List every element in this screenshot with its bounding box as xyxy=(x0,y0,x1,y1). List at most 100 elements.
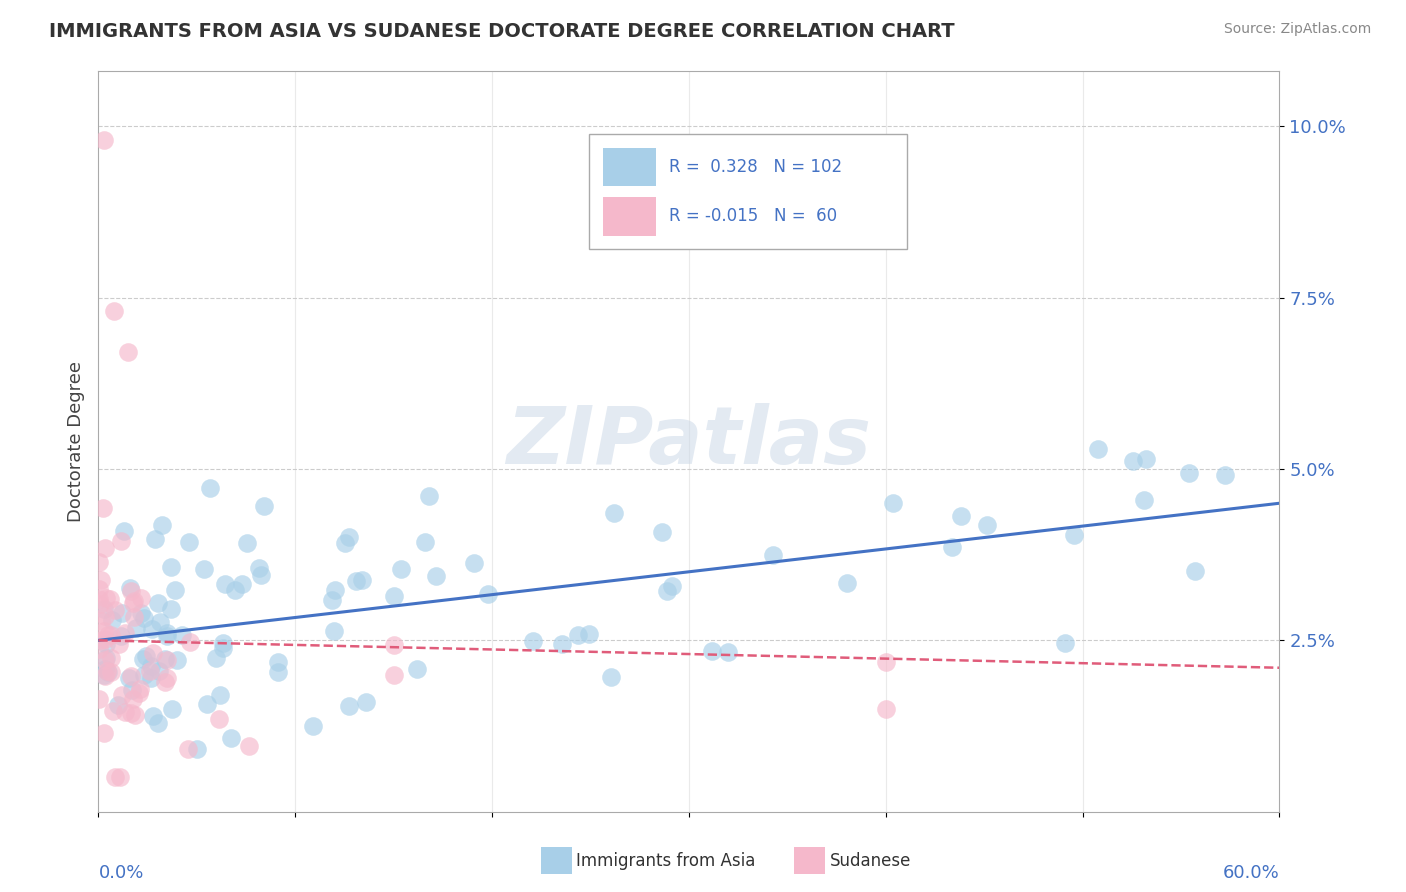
Point xyxy=(163,582,186,597)
Point xyxy=(141,671,163,685)
Point xyxy=(661,579,683,593)
Point xyxy=(762,548,785,562)
Point xyxy=(253,500,276,514)
Point xyxy=(89,582,111,596)
Text: 60.0%: 60.0% xyxy=(1223,863,1279,881)
Point xyxy=(120,668,142,682)
Text: R =  0.328   N = 102: R = 0.328 N = 102 xyxy=(669,158,842,176)
Point xyxy=(122,594,145,608)
Point xyxy=(186,742,208,756)
Point xyxy=(160,602,183,616)
Point xyxy=(166,652,188,666)
Point xyxy=(100,628,122,642)
Point xyxy=(112,524,135,539)
Point xyxy=(522,633,544,648)
Point xyxy=(93,725,115,739)
Point xyxy=(101,613,124,627)
Point xyxy=(120,582,142,596)
Point xyxy=(1213,467,1236,482)
Point xyxy=(142,709,165,723)
Point xyxy=(89,592,111,607)
Point xyxy=(702,644,724,658)
Point xyxy=(90,632,112,647)
Point xyxy=(96,651,118,665)
Point xyxy=(266,665,288,679)
Text: ZIPatlas: ZIPatlas xyxy=(506,402,872,481)
Point xyxy=(89,597,111,611)
Point xyxy=(143,533,166,547)
Point xyxy=(389,562,412,576)
Point xyxy=(93,669,115,683)
Point xyxy=(221,731,243,745)
Point xyxy=(1184,564,1206,578)
Point xyxy=(114,706,136,720)
Point xyxy=(156,626,179,640)
Point xyxy=(139,659,162,673)
Text: 0.0%: 0.0% xyxy=(98,863,143,881)
Point xyxy=(93,632,115,646)
Point xyxy=(567,628,589,642)
Point xyxy=(382,590,405,604)
Point xyxy=(104,771,127,785)
Point xyxy=(142,646,165,660)
Point xyxy=(1053,635,1076,649)
Point xyxy=(90,614,112,628)
Point xyxy=(94,653,117,667)
Point xyxy=(94,662,117,676)
Point xyxy=(149,615,172,629)
Point xyxy=(121,596,143,610)
Point xyxy=(477,587,499,601)
Point xyxy=(108,637,131,651)
Point xyxy=(98,592,121,607)
Point xyxy=(148,665,170,679)
Point xyxy=(212,636,235,650)
Point xyxy=(129,606,152,620)
Point xyxy=(124,707,146,722)
Text: IMMIGRANTS FROM ASIA VS SUDANESE DOCTORATE DEGREE CORRELATION CHART: IMMIGRANTS FROM ASIA VS SUDANESE DOCTORA… xyxy=(49,22,955,41)
Point xyxy=(89,555,111,569)
Point xyxy=(97,665,120,679)
Text: Immigrants from Asia: Immigrants from Asia xyxy=(576,852,756,870)
Point xyxy=(129,681,152,696)
Point xyxy=(949,509,972,524)
Point xyxy=(224,582,246,597)
Point xyxy=(93,624,115,638)
Point xyxy=(138,664,160,678)
Point xyxy=(101,704,124,718)
Point xyxy=(153,674,176,689)
Point xyxy=(238,739,260,753)
Point xyxy=(153,652,176,666)
Point xyxy=(100,665,122,679)
Point xyxy=(1178,466,1201,480)
Point xyxy=(156,653,179,667)
Point xyxy=(236,536,259,550)
Point xyxy=(177,742,200,756)
Point xyxy=(204,651,226,665)
Point xyxy=(110,534,132,549)
Point xyxy=(346,574,368,588)
Point xyxy=(129,591,152,605)
Point xyxy=(354,695,377,709)
Point xyxy=(247,561,270,575)
Point xyxy=(160,701,183,715)
Point xyxy=(160,559,183,574)
Point xyxy=(1122,454,1144,468)
Point xyxy=(94,637,117,651)
Point xyxy=(104,603,127,617)
Point xyxy=(1132,493,1154,508)
Point xyxy=(835,576,858,591)
Point xyxy=(110,771,132,785)
Point xyxy=(177,534,200,549)
Point xyxy=(141,622,163,636)
Point xyxy=(350,573,373,587)
Point xyxy=(150,518,173,533)
FancyBboxPatch shape xyxy=(603,147,655,186)
Point xyxy=(193,561,215,575)
Point xyxy=(603,506,626,520)
Point xyxy=(717,645,740,659)
Point xyxy=(134,668,156,682)
Point xyxy=(135,648,157,663)
Point xyxy=(1087,442,1109,456)
Point xyxy=(882,496,904,510)
Point xyxy=(551,637,574,651)
